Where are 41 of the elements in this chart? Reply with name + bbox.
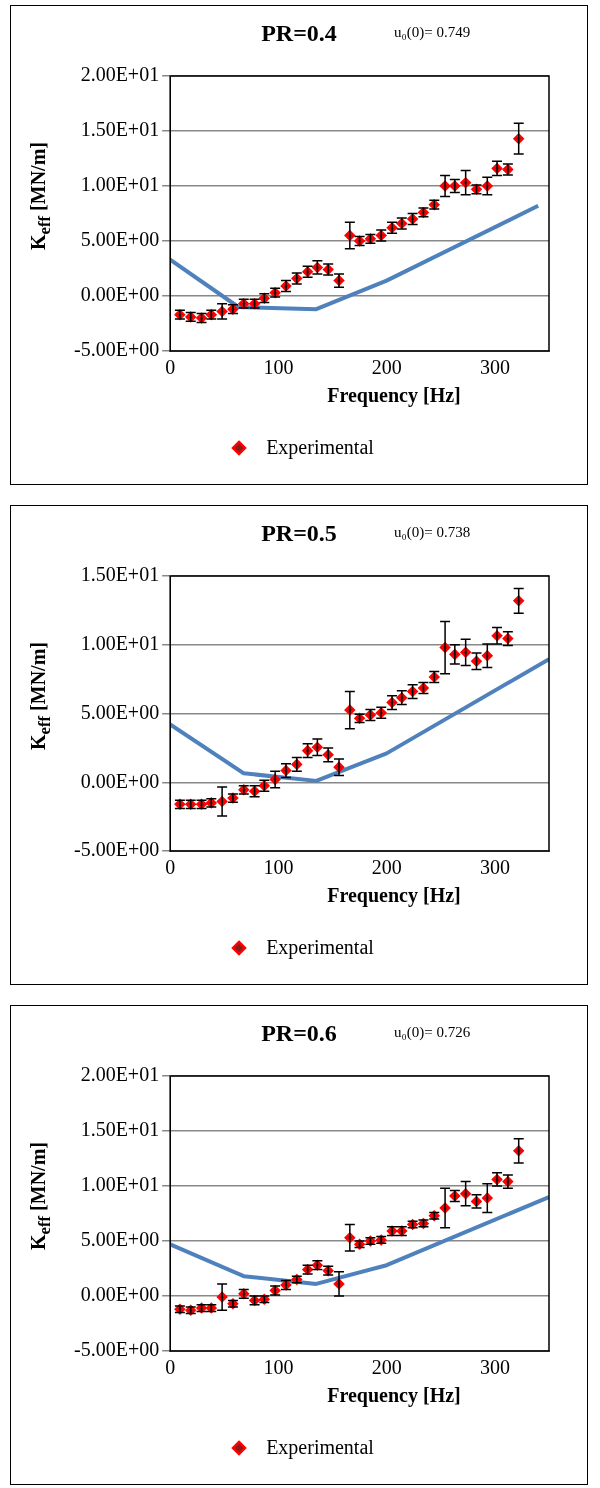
y-tick-label: 0.00E+00	[80, 283, 160, 306]
x-tick-label: 200	[371, 1356, 402, 1379]
x-tick-label: 300	[479, 856, 510, 879]
x-tick-label: 100	[263, 856, 294, 879]
y-tick-label: 1.00E+01	[80, 173, 160, 196]
legend-label: Experimental	[266, 1436, 374, 1459]
text: u₀(0)= 0.726	[394, 1024, 471, 1041]
y-tick-label: 1.00E+01	[80, 1173, 160, 1196]
x-tick-label: 0	[165, 1356, 176, 1379]
y-tick-label: 5.00E+00	[80, 1228, 160, 1251]
x-tick-label: 300	[479, 356, 510, 379]
y-tick-label: 1.50E+01	[80, 1118, 160, 1141]
x-tick-label: 100	[263, 1356, 294, 1379]
x-axis-title: Frequency [Hz]	[326, 884, 462, 907]
x-tick-label: 200	[371, 856, 402, 879]
legend-label: Experimental	[266, 936, 374, 959]
y-tick-label: 1.00E+01	[80, 632, 160, 654]
legend-label: Experimental	[266, 436, 374, 459]
chart-title: PR=0.5	[261, 520, 337, 546]
x-tick-label: 200	[371, 356, 402, 379]
x-tick-label: 0	[165, 856, 176, 879]
x-tick-label: 100	[263, 356, 294, 379]
chart-title: PR=0.4	[261, 20, 337, 46]
y-tick-label: -5.00E+00	[74, 838, 160, 861]
x-axis-title: Frequency [Hz]	[326, 1384, 462, 1407]
y-tick-label: 0.00E+00	[80, 769, 160, 792]
text: u₀(0)= 0.738	[394, 524, 471, 541]
x-tick-label: 0	[165, 356, 176, 379]
y-tick-label: 5.00E+00	[80, 700, 160, 723]
y-tick-label: -5.00E+00	[74, 338, 160, 361]
y-tick-label: 2.00E+01	[80, 1063, 160, 1086]
y-tick-label: 0.00E+00	[80, 1283, 160, 1306]
x-axis-title: Frequency [Hz]	[326, 384, 462, 407]
x-tick-label: 300	[479, 1356, 510, 1379]
y-tick-label: 1.50E+01	[80, 563, 160, 586]
y-tick-label: -5.00E+00	[74, 1338, 160, 1361]
chart-title: PR=0.6	[261, 1020, 337, 1046]
y-tick-label: 5.00E+00	[80, 228, 160, 251]
text: u₀(0)= 0.749	[394, 24, 471, 41]
y-tick-label: 1.50E+01	[80, 118, 160, 141]
y-tick-label: 2.00E+01	[80, 63, 160, 86]
